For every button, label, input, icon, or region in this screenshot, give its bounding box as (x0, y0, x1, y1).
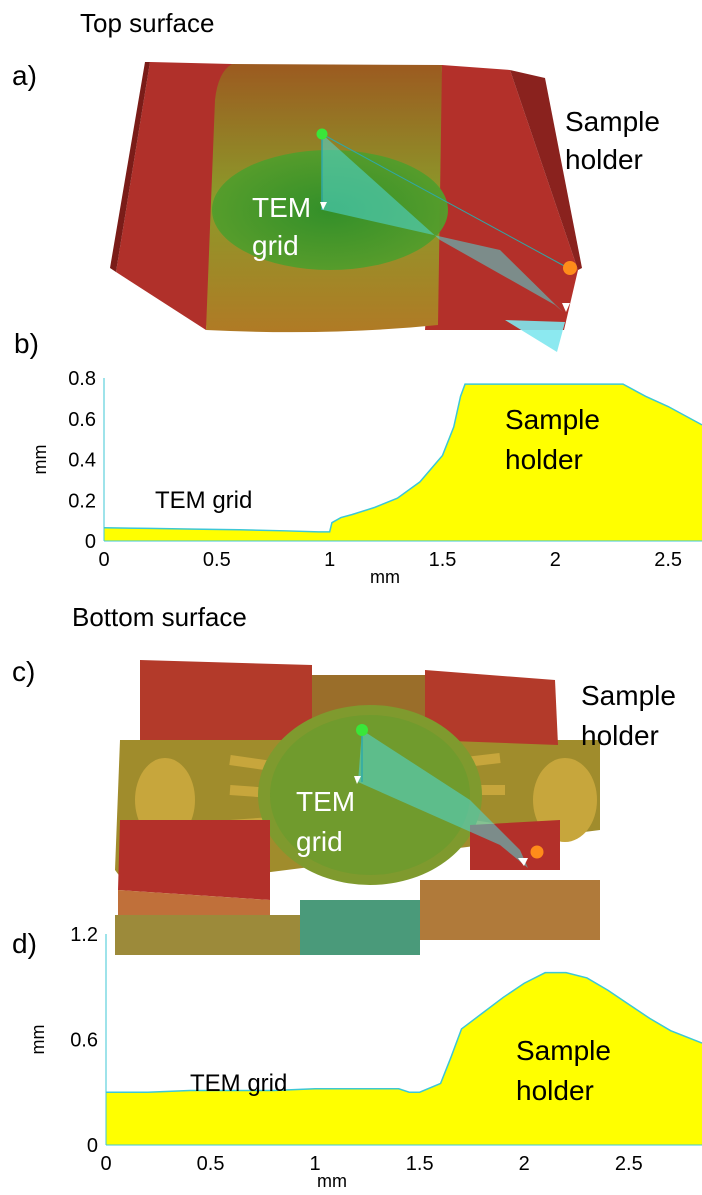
panel-b-annotation-holder-1: Sample (505, 404, 600, 435)
x-tick-label: 2.5 (615, 1153, 643, 1175)
start-marker-a (316, 128, 328, 140)
y-tick-label: 1.2 (70, 924, 98, 946)
panel-a-heading: Top surface (80, 8, 215, 38)
start-marker-c (356, 724, 368, 736)
y-axis-label: mm (28, 1025, 48, 1055)
x-tick-label: 0.5 (197, 1153, 225, 1175)
panel-a-grid-label-2: grid (252, 230, 299, 261)
profile-area (106, 972, 702, 1145)
end-marker-a (563, 261, 577, 275)
panel-c-letter: c) (12, 656, 36, 687)
right-holder-rail (425, 65, 578, 330)
panel-d-annotation-holder-1: Sample (516, 1035, 611, 1066)
panel-b-annotation-tem: TEM grid (155, 487, 253, 514)
y-tick-label: 0.8 (68, 368, 96, 390)
y-tick-label: 0.4 (68, 450, 96, 472)
x-tick-label: 2 (519, 1153, 530, 1175)
y-tick-label: 0 (85, 531, 96, 553)
x-tick-label: 1 (310, 1153, 321, 1175)
x-tick-label: 2.5 (654, 549, 682, 571)
end-marker-c (530, 845, 544, 859)
y-tick-label: 0.6 (70, 1030, 98, 1052)
x-tick-label: 1 (324, 549, 335, 571)
panel-d-annotation-holder-2: holder (516, 1075, 594, 1106)
panel-d-letter: d) (12, 928, 37, 959)
panel-b-annotation-holder-2: holder (505, 444, 583, 475)
panel-c-holder-label-1: Sample (581, 680, 676, 711)
x-tick-label: 0 (98, 549, 109, 571)
x-tick-label: 1.5 (406, 1153, 434, 1175)
panel-c-grid-label-2: grid (296, 826, 343, 857)
x-tick-label: 1.5 (429, 549, 457, 571)
x-tick-label: 0 (100, 1153, 111, 1175)
x-tick-label: 0.5 (203, 549, 231, 571)
panel-c-heading: Bottom surface (72, 602, 247, 632)
profile-area (104, 384, 702, 541)
panel-d-annotation-tem: TEM grid (190, 1070, 288, 1097)
profile-plane-a (322, 134, 563, 312)
left-holder-rail (116, 62, 232, 330)
profile-line (103, 383, 702, 533)
panel-a-grid-label-1: TEM (252, 192, 312, 223)
panel-c-holder-label-2: holder (581, 720, 659, 751)
top-holder-block (140, 660, 312, 740)
profile-line (106, 971, 702, 1093)
panel-a-holder-label-2: holder (565, 144, 643, 175)
panel-b-letter: b) (14, 328, 39, 359)
panel-a-holder-label-1: Sample (565, 106, 660, 137)
x-axis-label: mm (317, 1171, 347, 1191)
panel-c-grid-label-1: TEM (296, 786, 356, 817)
panel-a-letter: a) (12, 60, 37, 91)
y-tick-label: 0.2 (68, 490, 96, 512)
y-axis-label: mm (30, 445, 50, 475)
profile-plane-c (358, 730, 528, 868)
y-tick-label: 0 (87, 1135, 98, 1157)
x-tick-label: 2 (550, 549, 561, 571)
y-tick-label: 0.6 (68, 409, 96, 431)
x-axis-label: mm (370, 567, 400, 587)
